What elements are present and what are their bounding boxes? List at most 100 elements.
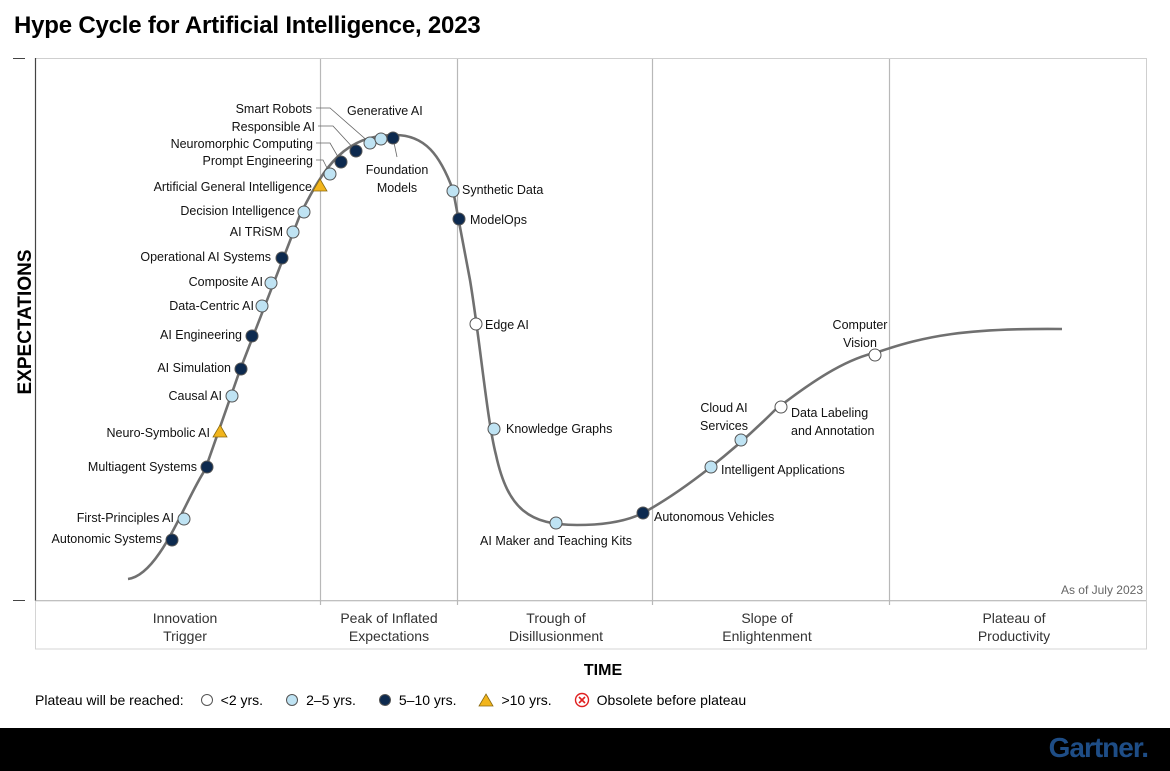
technology-marker: Data-Centric AI — [169, 299, 269, 313]
technology-label: Prompt Engineering — [203, 154, 314, 168]
legend-item-gt10: >10 yrs. — [478, 692, 552, 708]
circle-marker — [469, 317, 483, 331]
leader-line — [316, 142, 342, 163]
leader-line — [318, 125, 357, 152]
technology-marker: Edge AI — [469, 317, 529, 332]
technology-marker: AI Simulation — [157, 361, 248, 376]
technology-label: Data-Centric AI — [169, 299, 254, 313]
technology-marker: Artificial General Intelligence — [154, 178, 328, 194]
technology-label: Autonomous Vehicles — [654, 510, 774, 524]
page-title: Hype Cycle for Artificial Intelligence, … — [14, 12, 481, 39]
circle-marker — [234, 362, 248, 376]
circle-marker — [323, 167, 337, 181]
triangle-marker — [312, 178, 328, 192]
legend-item-label: Obsolete before plateau — [596, 692, 747, 708]
technology-label: Responsible AI — [232, 120, 315, 134]
technology-label: Artificial General Intelligence — [154, 180, 312, 194]
legend: Plateau will be reached: <2 yrs. 2–5 yrs… — [35, 690, 768, 710]
phase-label: Innovation — [153, 610, 218, 626]
hype-cycle-chart: Innovation Trigger Peak of Inflated Expecta… — [13, 58, 1147, 679]
circle-marker — [349, 144, 363, 158]
dark-navy-circle-icon — [378, 694, 391, 706]
legend-item-lt2: <2 yrs. — [200, 692, 263, 708]
triangle-marker — [212, 424, 228, 438]
circle-marker — [334, 155, 348, 169]
technology-label: Multiagent Systems — [88, 460, 197, 474]
circle-marker — [363, 136, 377, 150]
technology-marker: Operational AI Systems — [140, 250, 289, 265]
circle-marker — [275, 251, 289, 265]
technology-marker: Autonomous Vehicles — [636, 506, 774, 524]
technology-label: AI Simulation — [157, 361, 231, 375]
light-blue-circle-icon — [286, 694, 299, 706]
technology-label: Causal AI — [168, 389, 222, 403]
technology-label: Synthetic Data — [462, 183, 543, 197]
technology-label: Neuromorphic Computing — [171, 137, 313, 151]
legend-item-label: 5–10 yrs. — [398, 692, 457, 708]
technology-label: Smart Robots — [236, 102, 312, 116]
circle-marker — [264, 276, 278, 290]
technology-label: Knowledge Graphs — [506, 422, 612, 436]
technology-marker: Synthetic Data — [446, 183, 543, 198]
technology-label: AI TRiSM — [230, 225, 283, 239]
technology-marker: Intelligent Applications — [704, 460, 845, 477]
technology-marker: AI Engineering — [160, 328, 259, 343]
circle-marker — [704, 460, 718, 474]
phase-label: Disillusionment — [509, 628, 603, 644]
technology-marker: Data Labeling and Annotation — [774, 400, 874, 438]
technology-label: Decision Intelligence — [180, 204, 295, 218]
technology-marker: Cloud AI Services — [700, 401, 748, 447]
as-of-note: As of July 2023 — [1061, 583, 1143, 597]
circle-marker — [297, 205, 311, 219]
technology-marker: Prompt Engineering — [203, 154, 337, 181]
technology-marker: Composite AI — [189, 275, 278, 290]
technology-marker: Decision Intelligence — [180, 204, 311, 219]
technology-label: First-Principles AI — [77, 511, 174, 525]
red-x-circle-icon — [574, 692, 589, 708]
circle-marker — [286, 225, 300, 239]
technology-label: Services — [700, 419, 748, 433]
phase-label: Plateau of — [982, 610, 1045, 626]
circle-marker — [734, 433, 748, 447]
circle-marker — [177, 512, 191, 526]
technology-label: Neuro-Symbolic AI — [106, 426, 210, 440]
footer-bar: Gartner. — [0, 728, 1170, 771]
technology-label: Cloud AI — [700, 401, 747, 415]
circle-marker — [868, 348, 882, 362]
technology-marker: Generative AI — [347, 104, 423, 146]
gartner-logo: Gartner. — [1048, 732, 1149, 763]
circle-marker — [774, 400, 788, 414]
legend-item-5to10: 5–10 yrs. — [378, 692, 457, 708]
technology-marker: Multiagent Systems — [88, 460, 214, 474]
phase-label: Trough of — [526, 610, 586, 626]
legend-item-2to5: 2–5 yrs. — [285, 692, 356, 708]
circle-marker — [452, 212, 466, 226]
technology-label: Generative AI — [347, 104, 423, 118]
technology-label: and Annotation — [791, 424, 874, 438]
technology-label: Vision — [843, 336, 877, 350]
legend-item-label: <2 yrs. — [220, 692, 264, 708]
technology-label: Data Labeling — [791, 406, 868, 420]
circle-marker — [255, 299, 269, 313]
technology-marker: Neuro-Symbolic AI — [106, 424, 228, 440]
phase-label: Expectations — [349, 628, 429, 644]
technology-label: ModelOps — [470, 213, 527, 227]
phase-label: Trigger — [163, 628, 207, 644]
technology-label: Models — [377, 181, 417, 195]
phase-label: Enlightenment — [722, 628, 812, 644]
circle-marker — [386, 131, 400, 145]
technology-label: Composite AI — [189, 275, 263, 289]
legend-label: Plateau will be reached: — [35, 692, 184, 708]
leader-line — [316, 107, 371, 144]
circle-marker — [549, 516, 563, 530]
phase-label: Slope of — [741, 610, 792, 626]
technology-label: Autonomic Systems — [52, 532, 162, 546]
technology-marker: Neuromorphic Computing — [171, 137, 348, 169]
technology-label: AI Maker and Teaching Kits — [480, 534, 632, 548]
circle-marker — [165, 533, 179, 547]
circle-marker — [200, 460, 214, 474]
circle-marker — [245, 329, 259, 343]
technology-marker: ModelOps — [452, 212, 527, 227]
technology-marker: Responsible AI — [232, 120, 363, 158]
circle-marker — [225, 389, 239, 403]
